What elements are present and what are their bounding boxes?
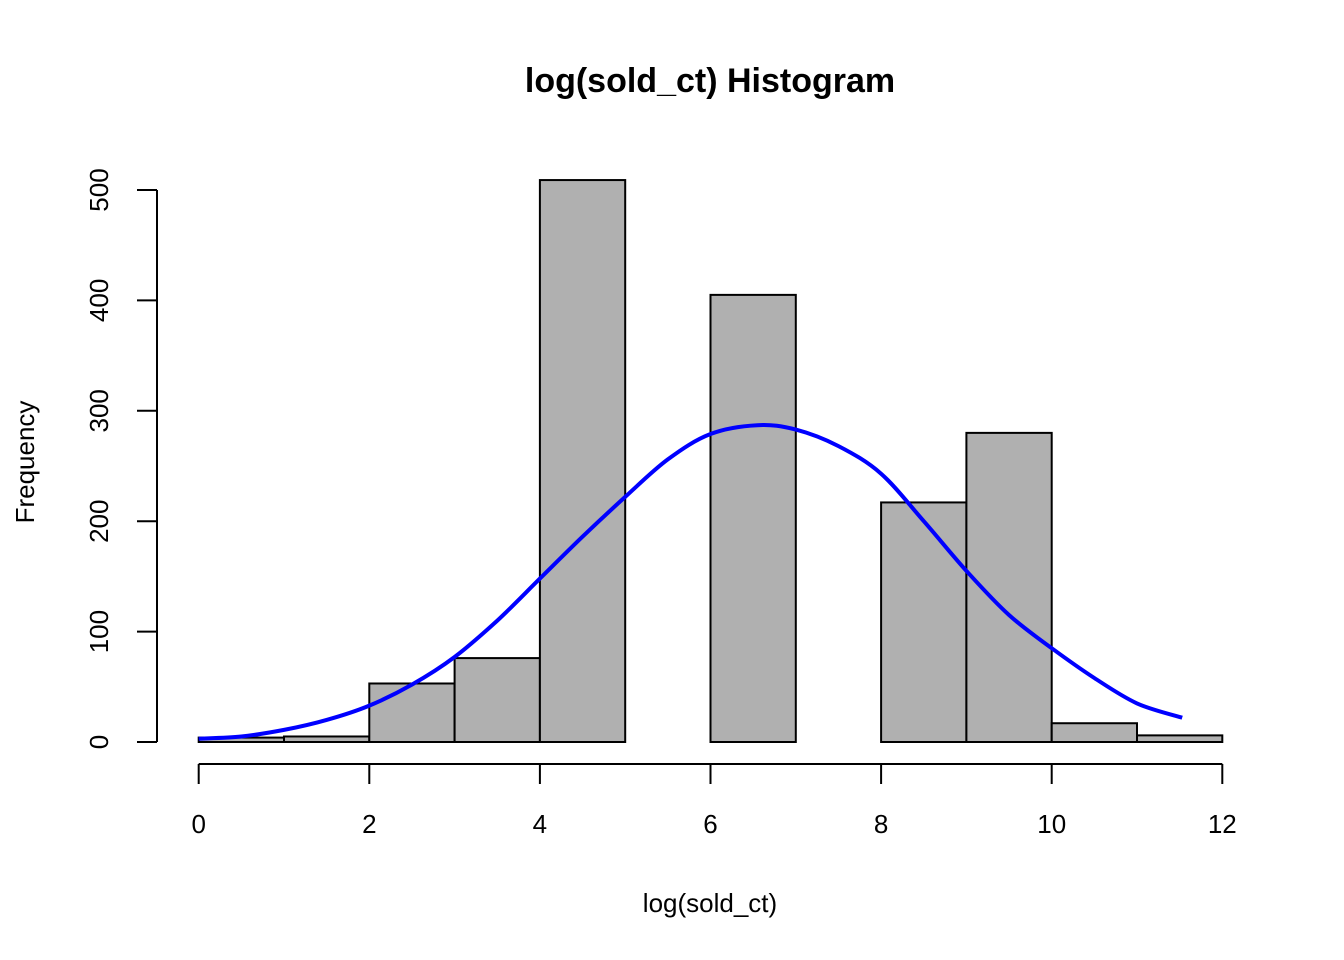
x-axis: 0 2 4 6 8 10 12: [191, 763, 1237, 839]
histogram-bar-2: [368, 682, 456, 743]
x-axis-label: log(sold_ct): [643, 888, 777, 918]
y-tick-label-1: 100: [84, 610, 114, 653]
chart-title: log(sold_ct) Histogram: [525, 62, 895, 100]
y-tick-label-0: 0: [84, 735, 114, 749]
x-tick-label-2: 4: [533, 809, 547, 839]
histogram-bar-3: [453, 657, 541, 744]
y-axis-label: Frequency: [10, 401, 40, 524]
y-tick-label-4: 400: [84, 279, 114, 322]
histogram-bar-4: [538, 179, 627, 743]
x-tick-label-6: 12: [1208, 809, 1237, 839]
x-tick-label-3: 6: [703, 809, 717, 839]
histogram-bar-6: [709, 293, 797, 743]
x-tick-label-0: 0: [191, 809, 205, 839]
y-axis: 0 100 200 300 400 500: [84, 168, 158, 749]
histogram-bar-10: [1050, 722, 1138, 743]
x-tick-label-4: 8: [874, 809, 888, 839]
x-tick-label-1: 2: [362, 809, 376, 839]
y-tick-label-2: 200: [84, 500, 114, 543]
x-tick-label-5: 10: [1037, 809, 1066, 839]
y-tick-label-5: 500: [84, 168, 114, 211]
y-tick-label-3: 300: [84, 389, 114, 432]
histogram-bars: [197, 179, 1224, 744]
histogram-bar-1: [283, 735, 371, 743]
density-curve-group: [198, 423, 1183, 741]
histogram-bar-8: [880, 501, 968, 743]
density-curve: [198, 423, 1183, 741]
histogram-bar-11: [1136, 734, 1224, 743]
